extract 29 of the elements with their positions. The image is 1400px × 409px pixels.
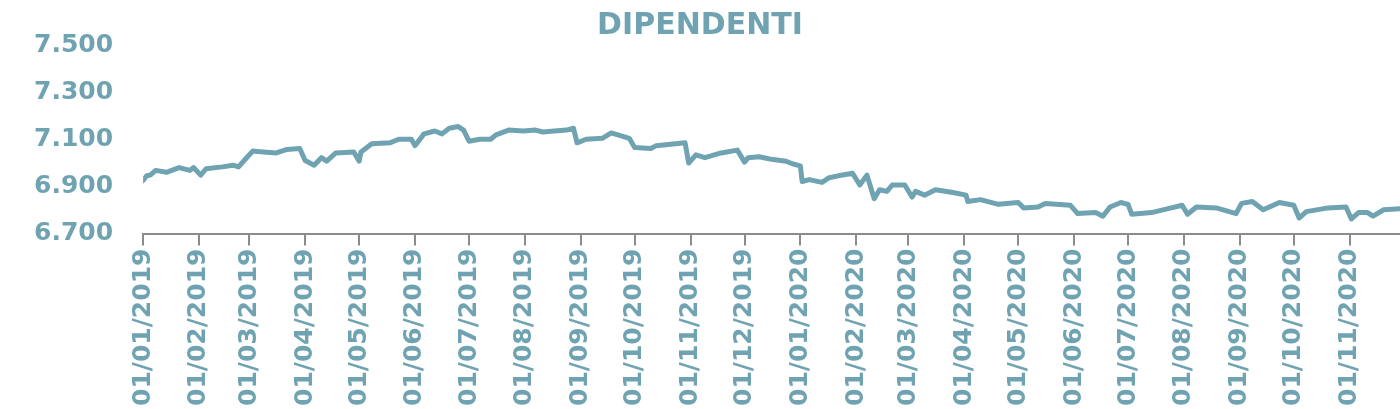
- x-tick-label: 01/01/2019: [126, 248, 156, 406]
- x-tick-label: 01/02/2020: [839, 248, 869, 406]
- x-tick-label: 01/05/2019: [342, 248, 372, 406]
- y-tick-label: 6.700: [34, 217, 114, 247]
- y-tick-label: 7.300: [34, 75, 114, 105]
- y-tick-label: 6.900: [34, 169, 114, 199]
- x-tick-label: 01/09/2019: [564, 248, 594, 406]
- x-tick-label: 01/10/2019: [618, 248, 648, 406]
- x-tick-label: 01/03/2019: [232, 248, 262, 406]
- x-tick-label: 01/06/2019: [398, 248, 428, 406]
- x-tick-label: 01/11/2020: [1333, 248, 1363, 406]
- y-tick-label: 7.500: [34, 28, 114, 58]
- x-tick-label: 01/05/2020: [1001, 248, 1031, 406]
- x-tick-label: 01/08/2019: [508, 248, 538, 406]
- x-tick-label: 01/02/2019: [182, 248, 212, 406]
- x-tick-label: 01/10/2020: [1277, 248, 1307, 406]
- x-tick-label: 01/04/2020: [947, 248, 977, 406]
- chart-title: DIPENDENTI: [597, 5, 803, 41]
- x-tick-label: 01/12/2019: [728, 248, 758, 406]
- y-tick-label: 7.100: [34, 122, 114, 152]
- x-tick-label: 01/11/2019: [674, 248, 703, 406]
- x-tick-label: 01/09/2020: [1223, 248, 1253, 406]
- x-tick-label: 01/07/2020: [1111, 248, 1141, 406]
- x-tick-label: 01/06/2020: [1057, 248, 1087, 406]
- x-tick-label: 01/03/2020: [891, 248, 921, 406]
- x-tick-label: 01/04/2019: [288, 248, 318, 406]
- x-tick-label: 01/07/2019: [452, 248, 482, 406]
- x-tick-label: 01/08/2020: [1167, 248, 1197, 406]
- x-tick-label: 01/01/2020: [783, 248, 813, 406]
